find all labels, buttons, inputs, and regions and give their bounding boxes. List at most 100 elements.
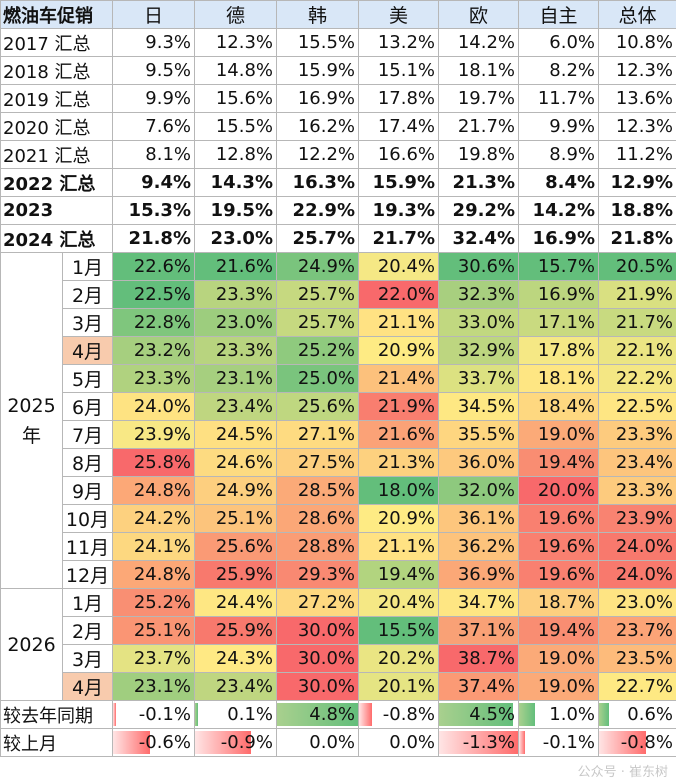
value-cell: 20.0% <box>518 476 599 505</box>
value-cell: 12.3% <box>194 28 277 57</box>
year-label: 2020 汇总 <box>0 112 113 141</box>
value-cell: 21.1% <box>358 308 439 337</box>
value-cell: 24.0% <box>598 560 676 589</box>
value-cell: 25.6% <box>276 392 359 421</box>
year-label: 2023 <box>0 196 113 225</box>
table-row: 7月 23.9% 24.5% 27.1% 21.6% 35.5% 19.0% 23.3% <box>1 420 676 449</box>
value-cell: 24.0% <box>598 532 676 561</box>
value-cell: 9.9% <box>112 84 195 113</box>
table-row: 9月 24.8% 24.9% 28.5% 18.0% 32.0% 20.0% 23.3% <box>1 476 676 505</box>
value-cell: 21.3% <box>358 448 439 477</box>
table-row: 2023 15.3% 19.5% 22.9% 19.3% 29.2% 14.2% 18.8% <box>0 196 676 225</box>
value-cell: 16.9% <box>518 280 599 309</box>
value-cell: 22.2% <box>598 364 676 393</box>
compare-value: 1.0% <box>549 704 595 725</box>
value-cell: 36.2% <box>438 532 519 561</box>
value-cell: 23.3% <box>112 364 195 393</box>
month-label: 6月 <box>62 392 113 421</box>
value-cell: 37.4% <box>438 672 519 701</box>
compare-value: 0.1% <box>227 704 273 725</box>
compare-value: -0.8% <box>382 704 435 725</box>
year-label: 2021 汇总 <box>0 140 113 169</box>
month-label: 5月 <box>62 364 113 393</box>
compare-value: -0.9% <box>220 732 273 753</box>
compare-cell: 4.8% <box>276 700 359 729</box>
compare-cell: 4.5% <box>438 700 519 729</box>
value-cell: 21.9% <box>358 392 439 421</box>
compare-row: 较上月 -0.6% -0.9% 0.0% 0.0% -1.3% -0.1% -0.8% <box>0 728 676 757</box>
table-row: 11月 24.1% 25.6% 28.8% 21.1% 36.2% 19.6% 24.0% <box>1 532 676 561</box>
table-row: 2022 汇总 9.4% 14.3% 16.3% 15.9% 21.3% 8.4% 12.9% <box>0 168 676 197</box>
table-row: 4月 23.1% 23.4% 30.0% 20.1% 37.4% 19.0% 22.7% <box>1 672 676 701</box>
value-cell: 23.0% <box>598 588 676 617</box>
value-cell: 24.6% <box>194 448 277 477</box>
value-cell: 30.0% <box>276 644 359 673</box>
value-cell: 14.2% <box>518 196 599 225</box>
value-cell: 25.1% <box>194 504 277 533</box>
table-row: 2026 1月 25.2% 24.4% 27.2% 20.4% 34.7% 18.7% 23.0… <box>0 588 676 701</box>
group-year: 2025 <box>7 394 56 417</box>
value-cell: 10.8% <box>598 28 676 57</box>
value-cell: 22.9% <box>276 196 359 225</box>
value-cell: 18.0% <box>358 476 439 505</box>
value-cell: 19.4% <box>518 448 599 477</box>
value-cell: 23.4% <box>194 672 277 701</box>
value-cell: 15.7% <box>518 252 599 281</box>
value-cell: 34.7% <box>438 588 519 617</box>
value-cell: 23.3% <box>194 280 277 309</box>
value-cell: 19.0% <box>518 672 599 701</box>
value-cell: 28.6% <box>276 504 359 533</box>
year-label: 2024 汇总 <box>0 224 113 253</box>
value-cell: 23.4% <box>194 392 277 421</box>
compare-value: -0.6% <box>138 732 191 753</box>
value-cell: 36.9% <box>438 560 519 589</box>
value-cell: 24.8% <box>112 476 195 505</box>
table-row: 2024 汇总 21.8% 23.0% 25.7% 21.7% 32.4% 16.9% 21.… <box>0 224 676 253</box>
compare-value: -1.3% <box>462 732 515 753</box>
value-cell: 11.7% <box>518 84 599 113</box>
compare-cell: -0.1% <box>518 728 599 757</box>
value-cell: 18.1% <box>438 56 519 85</box>
col-header: 日 <box>112 0 195 29</box>
compare-cell: -0.6% <box>112 728 195 757</box>
value-cell: 13.2% <box>358 28 439 57</box>
value-cell: 34.5% <box>438 392 519 421</box>
value-cell: 20.4% <box>358 588 439 617</box>
value-cell: 22.5% <box>598 392 676 421</box>
year-label: 2017 汇总 <box>0 28 113 57</box>
value-cell: 16.2% <box>276 112 359 141</box>
value-cell: 19.6% <box>518 532 599 561</box>
table-body: 2017 汇总 9.3% 12.3% 15.5% 13.2% 14.2% 6.0% 10.8%… <box>0 28 676 757</box>
compare-cell: 0.0% <box>276 728 359 757</box>
value-cell: 9.4% <box>112 168 195 197</box>
value-cell: 15.5% <box>194 112 277 141</box>
compare-cell: -0.9% <box>194 728 277 757</box>
compare-cell: -0.1% <box>112 700 195 729</box>
data-bar <box>195 731 252 754</box>
value-cell: 20.5% <box>598 252 676 281</box>
col-header: 自主 <box>518 0 599 29</box>
value-cell: 36.1% <box>438 504 519 533</box>
value-cell: 16.9% <box>276 84 359 113</box>
col-header: 德 <box>194 0 277 29</box>
value-cell: 32.0% <box>438 476 519 505</box>
year-label: 2018 汇总 <box>0 56 113 85</box>
month-label: 2月 <box>62 616 113 645</box>
value-cell: 24.3% <box>194 644 277 673</box>
compare-cell: -1.3% <box>438 728 519 757</box>
value-cell: 19.8% <box>438 140 519 169</box>
value-cell: 17.8% <box>358 84 439 113</box>
value-cell: 22.1% <box>598 336 676 365</box>
table-row: 3月 22.8% 23.0% 25.7% 21.1% 33.0% 17.1% 21.7% <box>1 308 676 337</box>
month-label: 3月 <box>62 308 113 337</box>
compare-cell: 0.6% <box>598 700 676 729</box>
value-cell: 14.2% <box>438 28 519 57</box>
value-cell: 32.4% <box>438 224 519 253</box>
group-suffix: 年 <box>21 424 41 447</box>
table-row: 2017 汇总 9.3% 12.3% 15.5% 13.2% 14.2% 6.0% 10.8% <box>0 28 676 57</box>
value-cell: 36.0% <box>438 448 519 477</box>
value-cell: 27.2% <box>276 588 359 617</box>
value-cell: 19.7% <box>438 84 519 113</box>
value-cell: 15.5% <box>358 616 439 645</box>
value-cell: 28.8% <box>276 532 359 561</box>
